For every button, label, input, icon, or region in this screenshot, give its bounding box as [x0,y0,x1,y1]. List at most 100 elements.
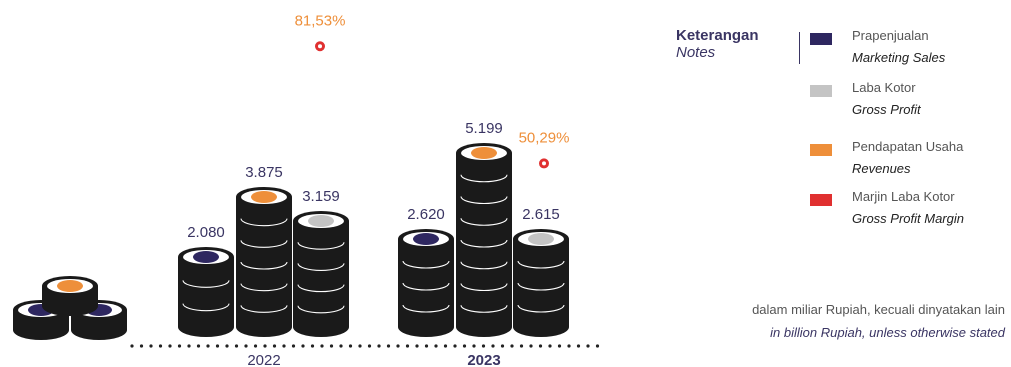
axis-dot [386,344,391,348]
roll-filling [251,191,277,203]
roll-filling [413,233,439,245]
roll-divider [517,304,565,313]
stack-pendapatan-usaha-2022 [236,187,292,337]
data-label: 5.199 [465,120,503,137]
axis-dot [481,344,486,348]
axis-dot [196,344,201,348]
axis-dot [576,344,581,348]
roll-divider [240,261,288,270]
stack-laba-kotor-2022 [293,211,349,337]
margin-label: 50,29% [519,129,570,146]
roll-divider [182,303,230,312]
roll-divider [517,260,565,269]
margin-marker-core [542,161,546,166]
roll-divider [460,261,508,270]
axis-dot [472,344,476,348]
legend-label-id: Laba Kotor [852,80,916,95]
legend-heading-en: Notes [676,44,716,61]
stack-prapenjualan-2022 [178,247,234,337]
axis-dot [320,344,324,348]
roll-divider [460,305,508,313]
roll-divider [460,174,508,183]
legend-swatch-gross-profit [810,85,832,97]
axis-dot [139,344,144,348]
unit-note-id: dalam miliar Rupiah, kecuali dinyatakan … [752,302,1005,317]
roll-divider [297,305,345,314]
roll-divider [460,283,508,292]
x-axis-dots [130,344,600,348]
axis-dot [272,344,277,348]
axis-dot [367,344,372,348]
roll-divider [182,280,230,288]
legend-label-en: Marketing Sales [852,50,946,65]
axis-dot [149,344,153,348]
axis-dot [529,344,533,348]
roll-filling [308,215,334,227]
axis-dot [567,344,571,348]
legend-swatch-marketing-sales [810,33,832,45]
axis-dot [244,344,248,348]
axis-dot [263,344,267,348]
axis-dot [130,344,134,348]
axis-dot [177,344,182,348]
stack-laba-kotor-2023 [513,229,569,337]
axis-dot [548,344,552,348]
axis-dot [491,344,495,348]
sushi-stack-chart: 2.080 3.875 3.159 2022 2.620 5.199 2.615 2023 81… [13,12,600,367]
axis-dot [377,344,381,348]
roll-filling [193,251,219,263]
axis-dot [206,344,210,348]
data-label: 3.159 [302,188,340,205]
data-label: 2.615 [522,206,560,223]
axis-dot [415,344,419,348]
legend-swatch-revenues [810,144,832,156]
roll-divider [460,196,508,205]
roll-body [236,197,292,337]
axis-dot [158,344,163,348]
axis-dot [348,344,353,348]
axis-dot [586,344,590,348]
legend-heading-id: Keterangan [676,27,759,44]
axis-dot [453,344,457,348]
stack-prapenjualan-2023 [398,229,454,337]
roll-divider [240,218,288,227]
data-label: 2.080 [187,224,225,241]
axis-dot [396,344,400,348]
axis-dot [225,344,229,348]
axis-dot [168,344,172,348]
axis-dot [234,344,239,348]
unit-note-en: in billion Rupiah, unless otherwise stat… [770,325,1005,340]
legend-label-id: Prapenjualan [852,28,929,43]
axis-dot [339,344,343,348]
axis-dot [434,344,438,348]
roll-filling [471,147,497,159]
axis-dot [215,344,220,348]
roll-divider [297,263,345,271]
axis-dot [291,344,296,348]
axis-dot [510,344,514,348]
roll-divider [240,240,288,248]
roll-body [456,153,512,337]
margin-marker-core [318,44,322,49]
legend-label-id: Pendapatan Usaha [852,139,964,154]
roll-body [513,239,569,337]
legend-label-en: Gross Profit Margin [852,211,964,226]
category-label: 2023 [467,352,500,367]
roll-filling [57,280,83,292]
axis-dot [282,344,286,348]
category-label: 2022 [247,352,280,367]
axis-dot [462,344,467,348]
roll-divider [460,218,508,226]
legend-label-en: Revenues [852,161,911,176]
legend-heading: Keterangan Notes [676,27,759,62]
axis-dot [310,344,315,348]
axis-dot [519,344,524,348]
roll-divider [517,282,565,291]
margin-label: 81,53% [295,12,346,29]
axis-dot [187,344,191,348]
roll-divider [402,260,450,269]
roll-divider [240,305,288,313]
roll-body [398,239,454,337]
axis-dot [557,344,562,348]
legend-label-en: Gross Profit [852,102,921,117]
